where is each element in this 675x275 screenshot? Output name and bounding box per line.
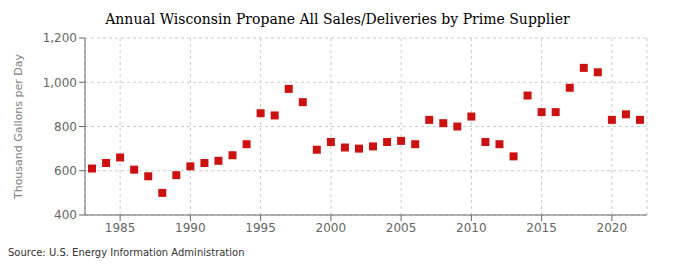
svg-text:1,000: 1,000 xyxy=(43,76,77,90)
html-text:Annual Wisconsin Propane All S: Annual Wisconsin Propane All Sales/Deliv… xyxy=(105,11,570,27)
svg-text:Thousand Gallons per Day: Thousand Gallons per Day xyxy=(12,53,25,200)
svg-text:1990: 1990 xyxy=(175,221,206,235)
svg-text:2015: 2015 xyxy=(526,221,557,235)
svg-text:1985: 1985 xyxy=(105,221,136,235)
svg-text:1995: 1995 xyxy=(245,221,276,235)
svg-text:1,200: 1,200 xyxy=(43,31,77,45)
svg-text:400: 400 xyxy=(54,208,77,222)
html-text:Source: U.S. Energy Informatio: Source: U.S. Energy Information Administ… xyxy=(8,247,245,258)
svg-text:2005: 2005 xyxy=(386,221,417,235)
svg-text:2010: 2010 xyxy=(456,221,487,235)
svg-text:600: 600 xyxy=(54,164,77,178)
svg-text:800: 800 xyxy=(54,120,77,134)
svg-text:2020: 2020 xyxy=(597,221,628,235)
svg-text:2000: 2000 xyxy=(316,221,347,235)
